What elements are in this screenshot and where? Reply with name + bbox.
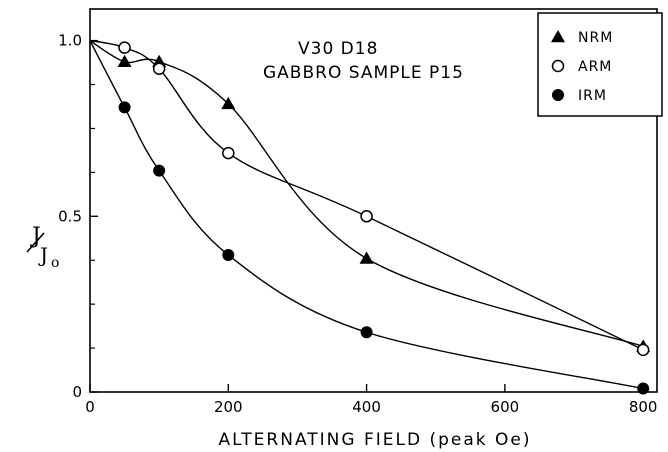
data-point-arm (636, 343, 650, 357)
data-point-nrm (221, 96, 236, 110)
x-tick-label: 200 (214, 398, 243, 416)
legend-label-arm: ARM (578, 59, 612, 75)
plot-area-border (89, 8, 658, 393)
y-label-subscript: o (51, 255, 59, 271)
annotation-line-2: GABBRO SAMPLE P15 (263, 63, 464, 83)
x-tick-label: 400 (352, 398, 381, 416)
data-point-arm (360, 210, 373, 223)
y-label-numerator: J (30, 224, 41, 249)
data-point-irm (222, 248, 235, 261)
x-tick-label: 600 (491, 398, 520, 416)
y-tick-label: 0.5 (58, 207, 82, 225)
data-point-irm (118, 101, 131, 114)
y-tick-label: 0 (72, 383, 82, 401)
data-point-irm (360, 326, 373, 339)
annotation-line-1: V30 D18 (298, 39, 378, 59)
data-point-arm (222, 146, 235, 160)
x-tick-label: 800 (629, 398, 658, 416)
legend-marker-nrm (551, 30, 565, 43)
legend-marker-arm (551, 59, 565, 73)
data-point-nrm (117, 54, 132, 67)
y-label-denominator: J (38, 243, 48, 267)
legend-label-irm: IRM (578, 88, 607, 104)
data-point-irm (153, 164, 166, 177)
data-point-arm (118, 41, 131, 54)
legend: NRM ARM IRM (537, 12, 663, 117)
y-axis-label: J J o (26, 224, 59, 271)
y-tick-label: 1.0 (58, 32, 82, 50)
legend-label-nrm: NRM (578, 30, 613, 46)
series-markers (117, 41, 651, 395)
data-point-arm (152, 62, 166, 75)
x-tick-label: 0 (85, 398, 95, 416)
axis-ticks: 0 200 400 600 800 0 0.5 1.0 (58, 32, 657, 416)
x-axis-label: ALTERNATING FIELD (peak Oe) (219, 430, 532, 450)
data-point-nrm (359, 251, 374, 264)
y-label-slash (26, 232, 45, 253)
data-point-irm (637, 382, 650, 395)
legend-marker-irm (552, 89, 564, 101)
plot-frame (89, 8, 658, 393)
